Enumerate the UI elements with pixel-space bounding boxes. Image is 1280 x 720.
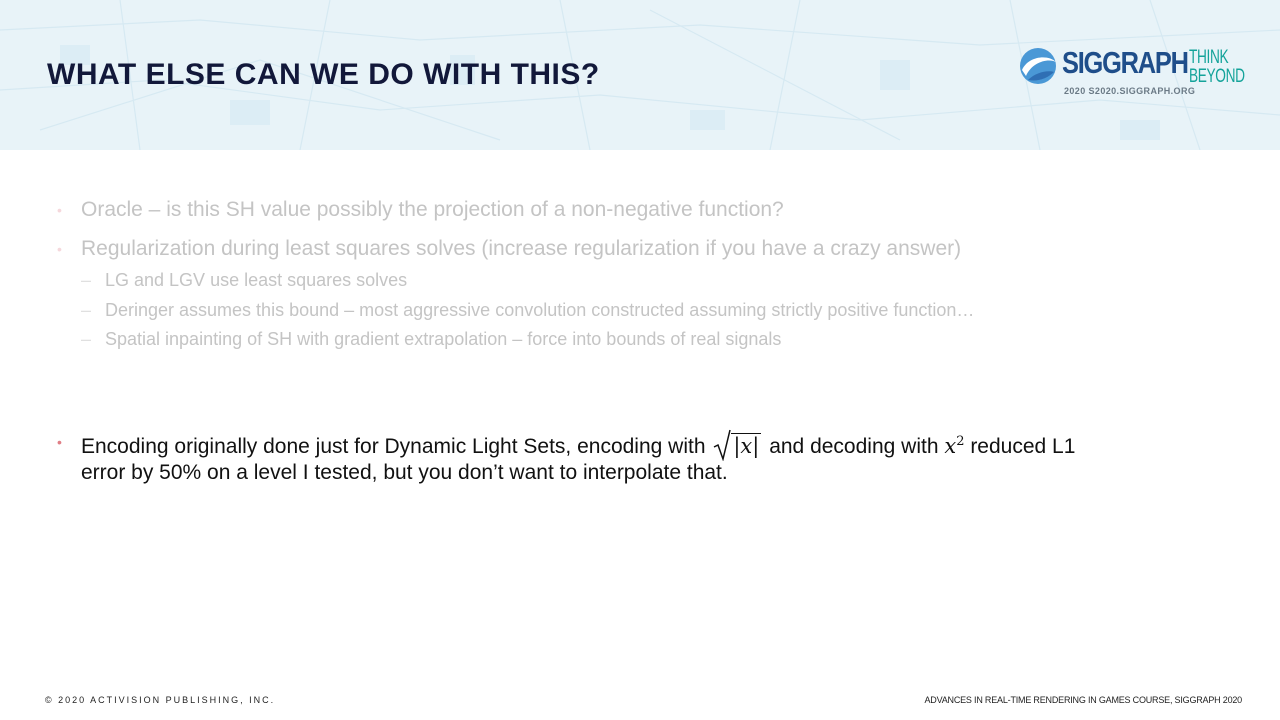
- bullet-encoding: • Encoding originally done just for Dyna…: [57, 429, 1221, 486]
- footer-copyright: © 2020 ACTIVISION PUBLISHING, INC.: [45, 695, 276, 705]
- footer-course: ADVANCES IN REAL-TIME RENDERING IN GAMES…: [924, 695, 1242, 705]
- subbullet-dash: –: [81, 300, 92, 320]
- subbullet-text: LG and LGV use least squares solves: [105, 270, 408, 290]
- subbullet-text: Deringer assumes this bound – most aggre…: [105, 300, 975, 320]
- logo-year: 2020: [1064, 86, 1086, 96]
- logo-beyond: BEYOND: [1189, 66, 1245, 87]
- bullet-text: Regularization during least squares solv…: [81, 237, 962, 260]
- formula-variable: x: [944, 434, 957, 458]
- bullet-dot: •: [57, 434, 62, 450]
- bullet-dot: •: [57, 241, 62, 257]
- logo-subline: 2020 S2020.SIGGRAPH.ORG: [1064, 86, 1195, 96]
- subbullet-dash: –: [81, 329, 92, 349]
- logo-wordmark: SIGGRAPH: [1062, 45, 1189, 80]
- bullet-dot: •: [57, 202, 62, 218]
- slide-title: WHAT ELSE CAN WE DO WITH THIS?: [47, 58, 600, 91]
- subbullet-dash: –: [81, 270, 92, 290]
- siggraph-swirl-icon: [1020, 48, 1056, 84]
- map-background-pattern: [0, 0, 1280, 150]
- formula-exponent: 2: [956, 434, 965, 449]
- sqrt-radical-sign: [714, 429, 732, 461]
- subbullet-text: Spatial inpainting of SH with gradient e…: [105, 329, 782, 349]
- sqrt-formula: |x|: [713, 429, 762, 461]
- sqrt-argument: |x|: [731, 433, 762, 458]
- subbullet-inpainting: – Spatial inpainting of SH with gradient…: [81, 328, 782, 350]
- subbullet-deringer: – Deringer assumes this bound – most agg…: [81, 299, 975, 321]
- subbullet-lg-lgv: – LG and LGV use least squares solves: [81, 269, 408, 291]
- encoding-text-part2: and decoding with: [769, 435, 939, 458]
- logo-tagline: THINK BEYOND: [1189, 48, 1245, 86]
- header-banner: WHAT ELSE CAN WE DO WITH THIS? SIGGRAPH …: [0, 0, 1280, 150]
- encoding-text-line2: error by 50% on a level I tested, but yo…: [81, 461, 728, 484]
- encoding-text-part1: Encoding originally done just for Dynami…: [81, 435, 706, 458]
- encoding-text-part3: reduced L1: [970, 435, 1076, 458]
- logo-think: THINK: [1189, 47, 1229, 68]
- bullet-oracle: • Oracle – is this SH value possibly the…: [57, 197, 784, 223]
- bullet-regularization: • Regularization during least squares so…: [57, 236, 962, 262]
- logo-url: S2020.SIGGRAPH.ORG: [1088, 86, 1196, 96]
- siggraph-logo: SIGGRAPH 2020 S2020.SIGGRAPH.ORG THINK B…: [1018, 44, 1245, 102]
- bullet-text: Oracle – is this SH value possibly the p…: [81, 198, 784, 221]
